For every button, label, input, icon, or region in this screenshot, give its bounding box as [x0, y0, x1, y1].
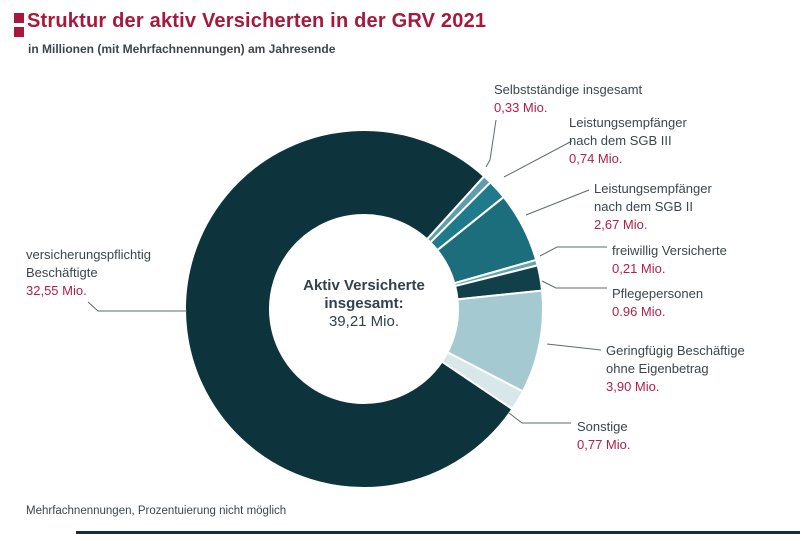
segment-label-0: versicherungspflichtig Beschäftigte 32,55 … [26, 246, 151, 300]
segment-label-7: Sonstige 0,77 Mio. [577, 418, 630, 454]
segment-label-name: nach dem SGB III [569, 133, 672, 148]
center-line-1: Aktiv Versicherte [303, 277, 425, 294]
leader-line-5 [541, 280, 607, 289]
page-subtitle: in Millionen (mit Mehrfachnennungen) am … [28, 42, 336, 56]
segment-label-name: Leistungsempfänger [569, 115, 687, 130]
donut-segment-0 [184, 129, 514, 489]
segment-label-value: 3,90 Mio. [606, 379, 660, 394]
donut-segment-7 [440, 351, 524, 411]
leader-line-7 [508, 412, 571, 424]
segment-label-name: Selbstständige insgesamt [494, 82, 643, 97]
segment-label-name: versicherungspflichtig [26, 247, 152, 262]
segment-label-value: 2,67 Mio. [594, 217, 648, 232]
segment-label-4: freiwillig Versicherte 0,21 Mio. [612, 242, 727, 278]
segment-label-value: 0,74 Mio. [569, 151, 623, 166]
segment-label-name: nach dem SGB II [594, 199, 693, 214]
leader-line-2 [503, 140, 573, 178]
leader-line-4 [539, 246, 607, 257]
segment-label-name: Geringfügig Beschäftige [606, 343, 745, 358]
brand-square-bottom [14, 27, 24, 37]
leader-line-1 [485, 119, 497, 168]
center-line-3: 39,21 Mio. [328, 313, 400, 330]
segment-label-name: ohne Eigenbetrag [606, 361, 709, 376]
leader-line-6 [546, 343, 602, 351]
segment-label-name: Leistungsempfänger [594, 181, 712, 196]
segment-label-5: Pflegepersonen 0.96 Mio. [612, 285, 703, 321]
segment-label-value: 0,77 Mio. [577, 437, 631, 452]
leader-line-0 [87, 301, 187, 312]
segment-label-name: freiwillig Versicherte [612, 243, 727, 258]
segment-label-3: Leistungsempfänger nach dem SGB II 2,67 Mi… [594, 180, 712, 234]
page-title: Struktur der aktiv Versicherten in der G… [27, 10, 487, 32]
segment-label-value: 32,55 Mio. [26, 283, 87, 298]
segment-label-1: Selbstständige insgesamt 0,33 Mio. [494, 81, 642, 117]
segment-label-6: Geringfügig Beschäftige ohne Eigenbetrag 3… [606, 342, 745, 396]
bottom-bar [76, 531, 800, 534]
leader-line-3 [525, 189, 590, 216]
segment-label-value: 0.96 Mio. [612, 304, 666, 319]
segment-label-name: Pflegepersonen [612, 286, 704, 301]
center-line-2: insgesamt: [324, 295, 404, 312]
segment-label-name: Beschäftigte [26, 265, 98, 280]
brand-square-top [14, 13, 24, 23]
segment-label-value: 0,21 Mio. [612, 261, 666, 276]
segment-label-name: Sonstige [577, 419, 628, 434]
footnote: Mehrfachnennungen, Prozentuierung nicht … [26, 505, 287, 517]
segment-label-value: 0,33 Mio. [494, 100, 548, 115]
segment-label-2: Leistungsempfänger nach dem SGB III 0,74 M… [569, 114, 687, 168]
donut-center-label: Aktiv Versicherte insgesamt: 39,21 Mio. [264, 277, 464, 331]
